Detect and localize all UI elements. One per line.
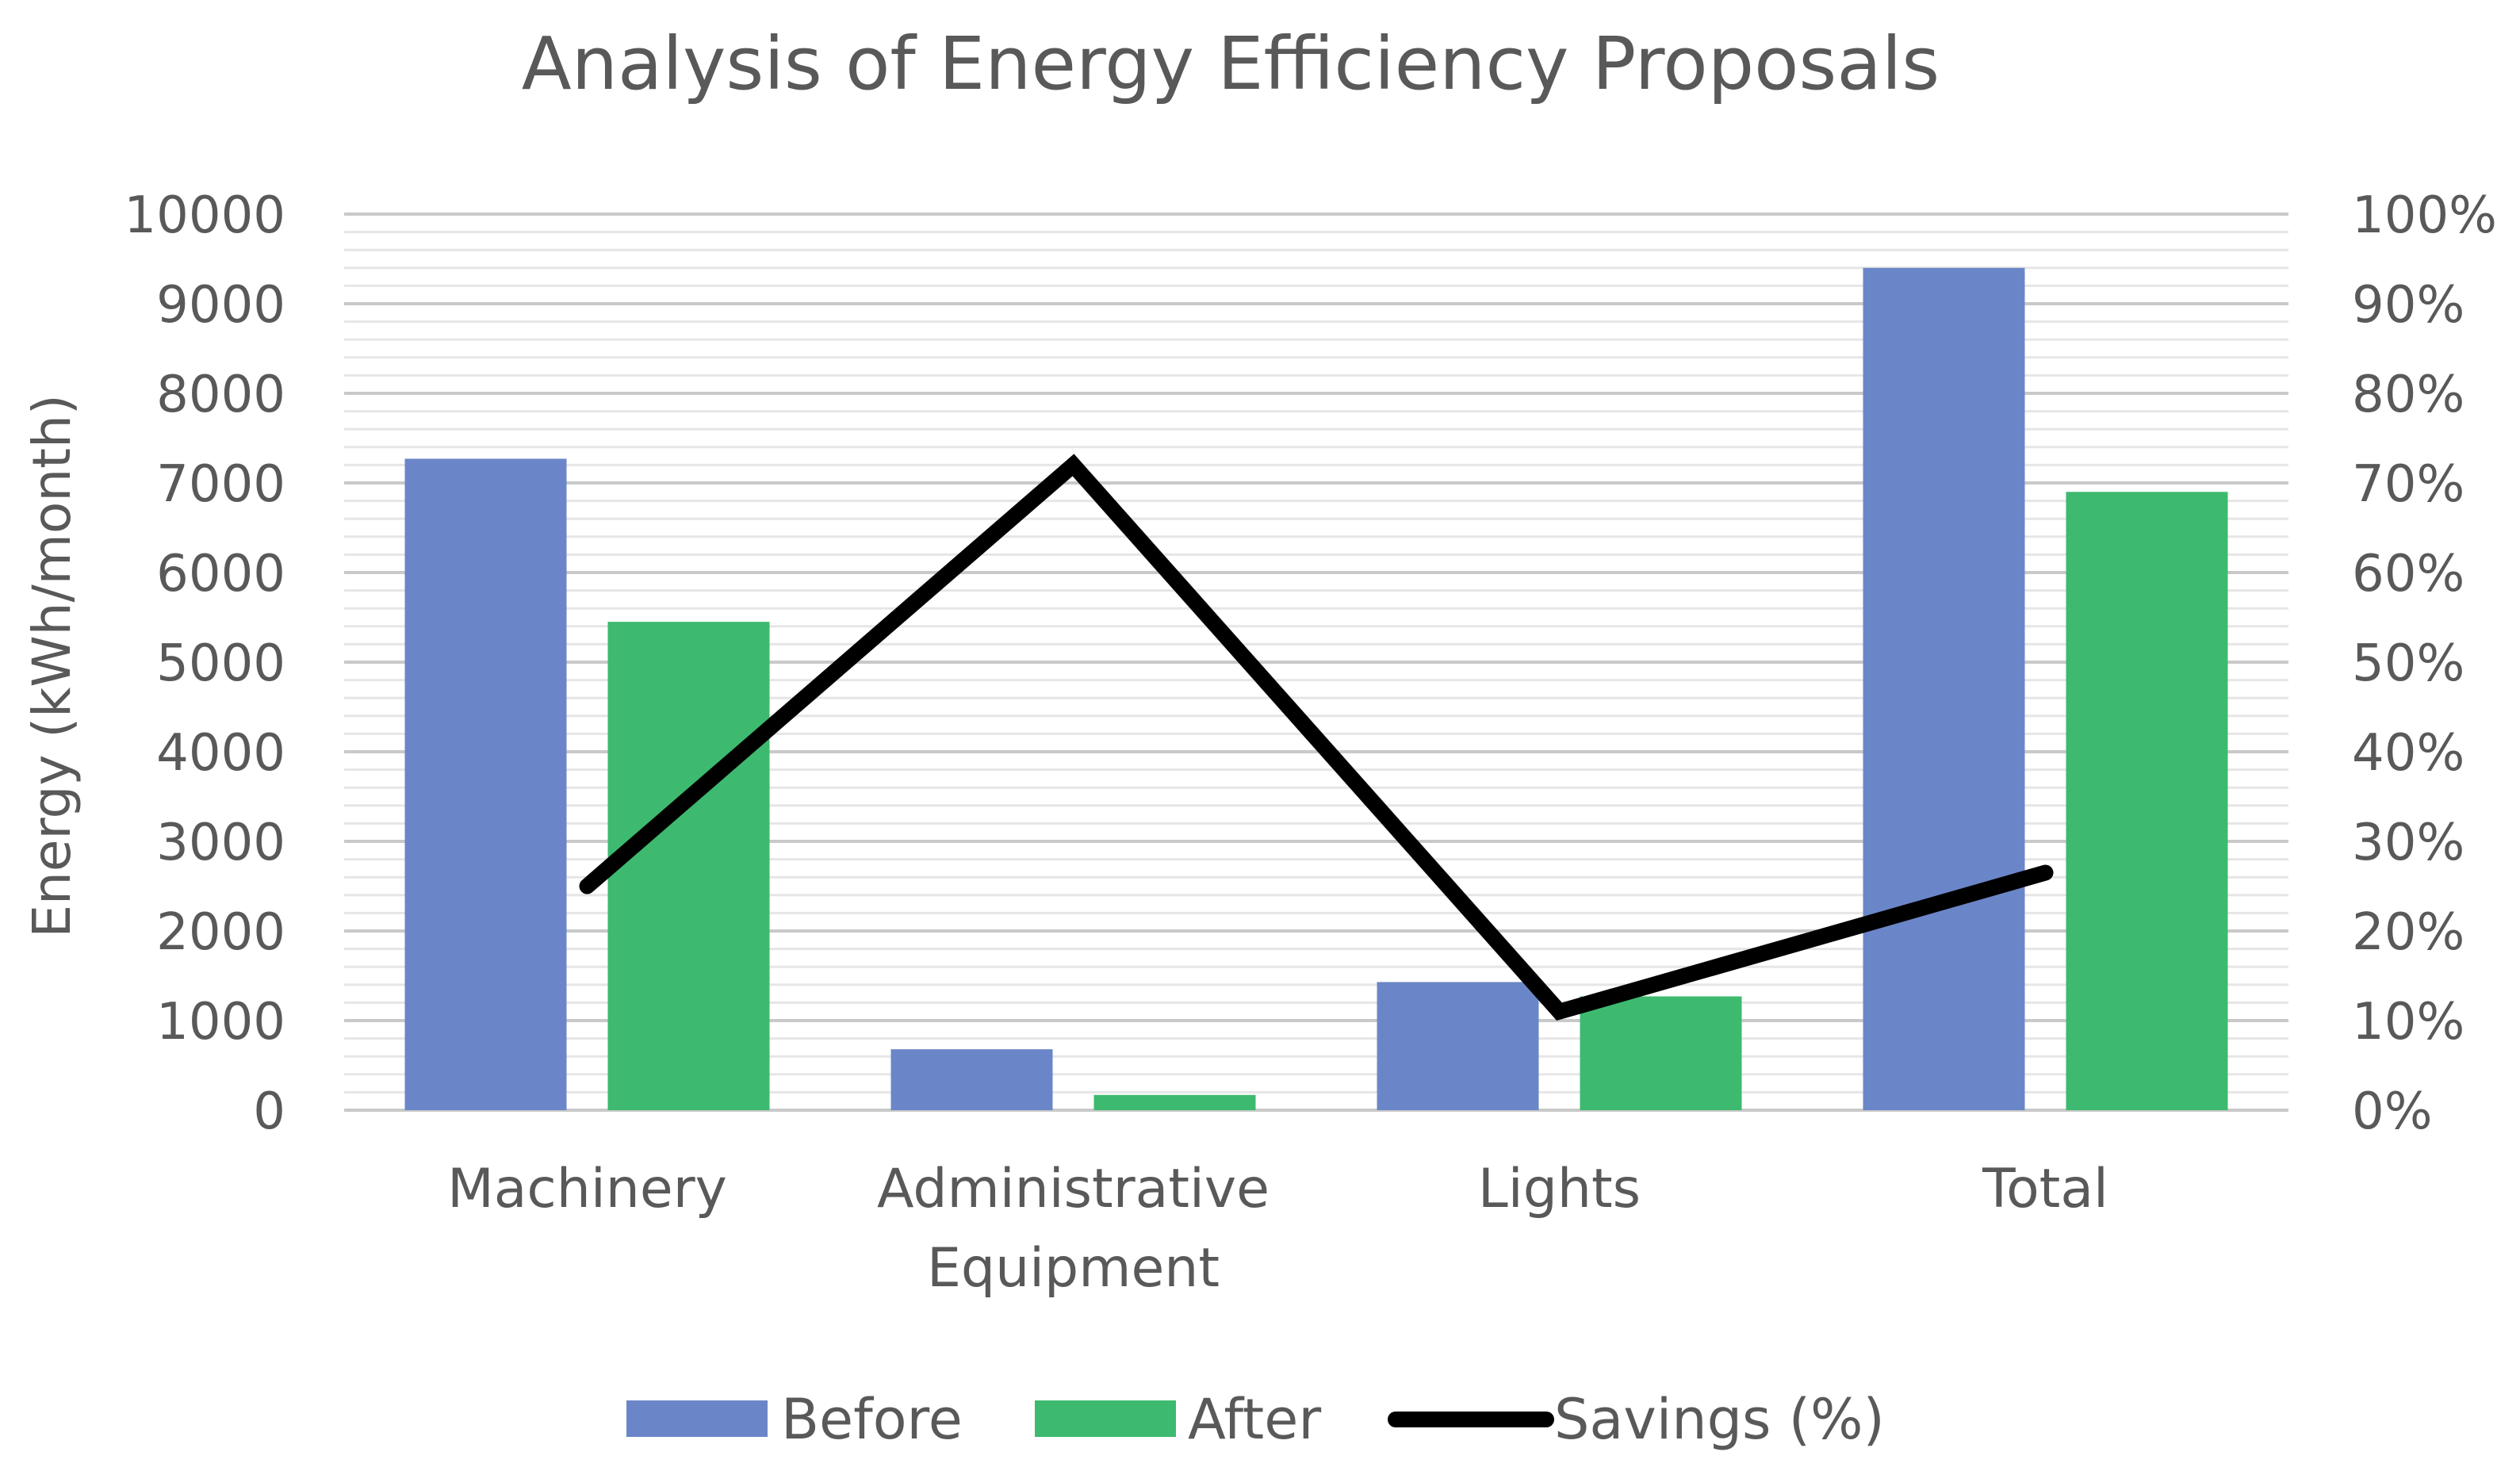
legend-label: Savings (%) [1554, 1387, 1885, 1452]
category-label: Machinery [447, 1158, 727, 1220]
y-tick-label: 4000 [156, 724, 285, 783]
y-tick-label: 9000 [156, 276, 285, 335]
bar-after-2 [1580, 996, 1742, 1110]
y-tick-label: 7000 [156, 455, 285, 514]
legend-item: Savings (%) [1388, 1387, 1885, 1452]
bar-after-0 [607, 622, 770, 1110]
category-label: Total [1982, 1158, 2108, 1220]
chart-title: Analysis of Energy Efficiency Proposals [522, 21, 1940, 106]
y2-tick-label: 50% [2352, 634, 2464, 693]
savings-point-1 [1072, 464, 1074, 466]
y-tick-label: 1000 [156, 993, 285, 1052]
y-tick-label: 10000 [124, 186, 285, 245]
bar-before-2 [1377, 982, 1539, 1110]
right-axis-ticks: 0% 10% 20% 30% 40% 50% 60% 70% 80% 90% 100% [2352, 186, 2497, 1141]
y2-tick-label: 60% [2352, 545, 2464, 603]
savings-line [579, 454, 2054, 1021]
legend-label: Before [781, 1387, 963, 1452]
y-tick-label: 8000 [156, 366, 285, 424]
y2-tick-label: 40% [2352, 724, 2464, 783]
y-tick-label: 0 [253, 1082, 285, 1141]
legend-swatch [1035, 1400, 1176, 1437]
legend: Before After Savings (%) [626, 1387, 1885, 1452]
savings-point-2 [1558, 1010, 1561, 1013]
savings-point-3 [2044, 871, 2047, 874]
left-axis-ticks: 0 1000 2000 3000 4000 5000 6000 7000 8000 9000 100… [124, 186, 285, 1141]
bar-before-3 [1863, 267, 2025, 1110]
y-tick-label: 3000 [156, 814, 285, 872]
y2-tick-label: 80% [2352, 366, 2464, 424]
bars [404, 267, 2228, 1110]
category-label: Administrative Equipment [877, 1158, 1270, 1300]
bar-before-0 [404, 458, 567, 1110]
category-labels: Machinery Administrative Equipment Lights To… [447, 1158, 2108, 1300]
legend-item: After [1035, 1387, 1321, 1452]
y2-tick-label: 100% [2352, 186, 2497, 245]
legend-label: After [1188, 1387, 1321, 1452]
y2-tick-label: 70% [2352, 455, 2464, 514]
y2-tick-label: 10% [2352, 993, 2464, 1052]
savings-line-layer [579, 454, 2054, 1021]
y-axis-title: Energy (kWh/month) [21, 394, 82, 937]
y2-tick-label: 30% [2352, 814, 2464, 872]
y-tick-label: 5000 [156, 634, 285, 693]
category-label: Lights [1478, 1158, 1641, 1220]
savings-point-0 [586, 885, 588, 887]
y-tick-label: 2000 [156, 903, 285, 962]
bar-before-1 [890, 1049, 1053, 1110]
legend-item: Before [626, 1387, 963, 1452]
y2-tick-label: 0% [2352, 1082, 2433, 1141]
y2-tick-label: 20% [2352, 903, 2464, 962]
bar-after-1 [1093, 1094, 1256, 1110]
bar-after-3 [2066, 492, 2228, 1110]
y2-tick-label: 90% [2352, 276, 2464, 335]
y-tick-label: 6000 [156, 545, 285, 603]
legend-swatch [626, 1400, 768, 1437]
